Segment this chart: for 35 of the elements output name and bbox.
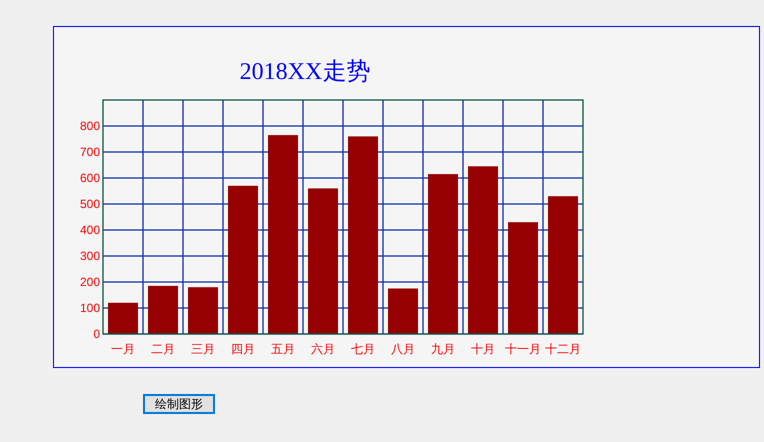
y-tick-label: 600 (80, 171, 100, 186)
x-tick-label: 三月 (191, 342, 215, 356)
chart-title: 2018XX走势 (240, 59, 370, 85)
y-tick-label: 400 (80, 223, 100, 238)
bar (428, 174, 458, 334)
x-tick-label: 十二月 (545, 342, 581, 356)
bar (348, 136, 378, 334)
bar (308, 188, 338, 334)
bar (508, 222, 538, 334)
x-tick-label: 二月 (151, 342, 175, 356)
y-tick-label: 500 (80, 197, 100, 212)
bar (548, 196, 578, 334)
x-tick-label: 十一月 (505, 342, 541, 356)
bar (148, 286, 178, 334)
x-tick-label: 四月 (231, 342, 255, 356)
x-tick-label: 九月 (431, 342, 455, 356)
y-tick-label: 300 (80, 249, 100, 264)
y-tick-label: 200 (80, 275, 100, 290)
bar (188, 287, 218, 334)
x-tick-label: 七月 (351, 342, 375, 356)
bar (388, 288, 418, 334)
x-tick-label: 六月 (311, 342, 335, 356)
y-tick-label: 100 (80, 301, 100, 316)
x-tick-label: 一月 (111, 342, 135, 356)
button: 绘制图形 (143, 394, 215, 414)
y-tick-label: 800 (80, 119, 100, 134)
x-tick-label: 八月 (391, 342, 415, 356)
x-tick-label: 十月 (471, 342, 495, 356)
bar (108, 302, 138, 334)
bar (468, 166, 498, 334)
y-tick-label: 0 (93, 327, 100, 342)
bar (268, 135, 298, 334)
x-tick-label: 五月 (271, 342, 295, 356)
bar (228, 186, 258, 334)
y-tick-label: 700 (80, 145, 100, 160)
